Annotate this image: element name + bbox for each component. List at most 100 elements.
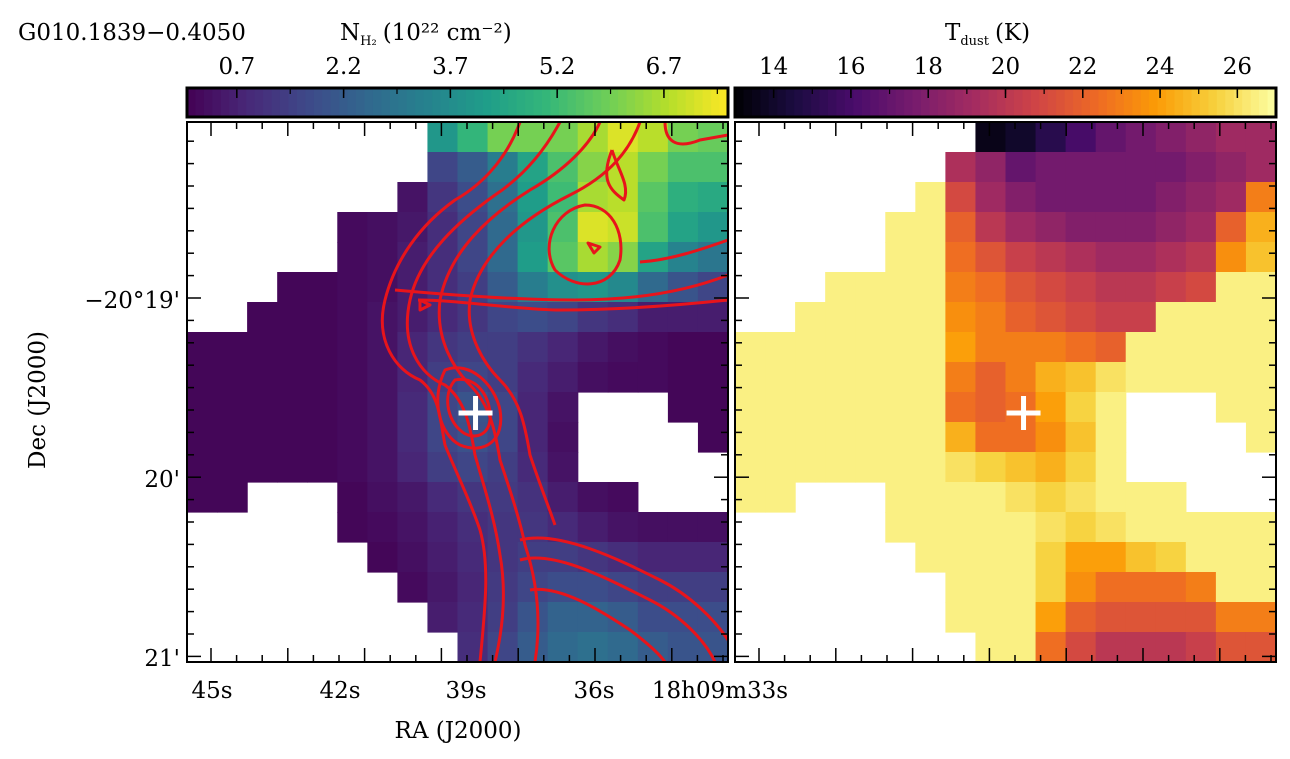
colorbar-segment bbox=[457, 88, 467, 117]
heatmap-cell bbox=[1065, 452, 1097, 483]
heatmap-cell bbox=[735, 422, 766, 453]
heatmap-cell bbox=[1005, 302, 1037, 333]
heatmap-cell bbox=[397, 572, 429, 603]
heatmap-cell bbox=[765, 332, 796, 363]
heatmap-cell bbox=[247, 422, 278, 453]
heatmap-cell bbox=[277, 332, 308, 363]
heatmap-cell bbox=[277, 392, 308, 423]
heatmap-cell bbox=[337, 302, 368, 333]
heatmap-cell bbox=[427, 482, 459, 513]
heatmap-cell bbox=[1005, 572, 1037, 603]
heatmap-cell bbox=[277, 422, 308, 453]
heatmap-cell bbox=[975, 332, 1007, 363]
colorbar-segment bbox=[347, 88, 357, 117]
heatmap-cell bbox=[637, 212, 669, 243]
heatmap-cell bbox=[945, 242, 977, 273]
x-axis-label: RA (J2000) bbox=[395, 718, 522, 744]
colorbar-segment bbox=[702, 88, 712, 117]
heatmap-cell bbox=[1125, 362, 1157, 393]
colorbar-segment bbox=[618, 88, 628, 117]
heatmap-cell bbox=[307, 422, 338, 453]
heatmap-cell bbox=[975, 632, 1007, 663]
heatmap-cell bbox=[735, 452, 766, 483]
colorbar-segment bbox=[819, 88, 829, 117]
colorbar-segment bbox=[904, 88, 914, 117]
heatmap-cell bbox=[1215, 632, 1247, 663]
colorbar-segment bbox=[711, 88, 721, 117]
heatmap-cell bbox=[945, 542, 977, 573]
heatmap-cell bbox=[975, 362, 1007, 393]
heatmap-cell bbox=[1185, 512, 1217, 543]
colorbar-segment bbox=[988, 88, 998, 117]
heatmap-cell bbox=[337, 422, 368, 453]
heatmap-cell bbox=[1095, 332, 1127, 363]
heatmap-cell bbox=[1125, 212, 1157, 243]
colorbar-segment bbox=[474, 88, 484, 117]
colorbar-segment bbox=[440, 88, 450, 117]
heatmap-cell bbox=[397, 392, 429, 423]
colorbar-segment bbox=[811, 88, 821, 117]
heatmap-cell bbox=[795, 332, 826, 363]
heatmap-cell bbox=[1215, 362, 1247, 393]
heatmap-cell bbox=[1125, 182, 1157, 213]
heatmap-cell bbox=[1065, 302, 1097, 333]
heatmap-cell bbox=[765, 482, 796, 513]
heatmap-cell bbox=[1185, 632, 1217, 663]
heatmap-cell bbox=[1065, 152, 1097, 183]
heatmap-cell bbox=[915, 392, 946, 423]
colorbar-segment bbox=[1233, 88, 1243, 117]
heatmap-cell bbox=[487, 482, 519, 513]
heatmap-cell bbox=[825, 272, 856, 303]
heatmap-cell bbox=[277, 452, 308, 483]
heatmap-cell bbox=[1215, 242, 1247, 273]
heatmap-cell bbox=[577, 512, 609, 543]
colorbar-segment bbox=[296, 88, 306, 117]
heatmap-cell bbox=[187, 422, 218, 453]
heatmap-cell bbox=[1125, 602, 1157, 633]
heatmap-cell bbox=[307, 332, 338, 363]
colorbar-segment bbox=[558, 88, 568, 117]
heatmap-cell bbox=[945, 482, 977, 513]
heatmap-cell bbox=[697, 302, 729, 333]
colorbar-segment bbox=[1259, 88, 1269, 117]
heatmap-cell bbox=[1005, 152, 1037, 183]
heatmap-cell bbox=[795, 452, 826, 483]
colorbar-tick-label: 16 bbox=[836, 54, 865, 80]
colorbar-tick-label: 26 bbox=[1223, 54, 1252, 80]
heatmap-cell bbox=[1155, 542, 1187, 573]
colorbar-segment bbox=[229, 88, 239, 117]
colorbar-segment bbox=[398, 88, 408, 117]
heatmap-cell bbox=[945, 572, 977, 603]
heatmap-cell bbox=[1095, 302, 1127, 333]
heatmap-cell bbox=[337, 272, 368, 303]
heatmap-cell bbox=[367, 512, 398, 543]
heatmap-cell bbox=[1065, 242, 1097, 273]
colorbar-segment bbox=[1098, 88, 1108, 117]
heatmap-cell bbox=[1245, 242, 1277, 273]
heatmap-cell bbox=[915, 362, 946, 393]
heatmap-cell bbox=[1185, 272, 1217, 303]
colorbar-segment bbox=[187, 88, 197, 117]
heatmap-cell bbox=[427, 122, 459, 153]
heatmap-cell bbox=[885, 272, 916, 303]
heatmap-cell bbox=[1095, 242, 1127, 273]
colorbar-segment bbox=[339, 88, 349, 117]
right-colorbar-title-units: (K) bbox=[995, 20, 1030, 46]
colorbar-segment bbox=[920, 88, 931, 117]
colorbar-segment bbox=[861, 88, 871, 117]
heatmap-cell bbox=[1215, 302, 1247, 333]
colorbar-segment bbox=[870, 88, 880, 117]
colorbar-segment bbox=[1022, 88, 1032, 117]
heatmap-cell bbox=[1035, 302, 1067, 333]
heatmap-cell bbox=[1035, 572, 1067, 603]
contour-line bbox=[663, 121, 729, 146]
heatmap-cell bbox=[1155, 512, 1187, 543]
colorbar-segment bbox=[853, 88, 863, 117]
heatmap-cell bbox=[1185, 572, 1217, 603]
heatmap-cell bbox=[1035, 452, 1067, 483]
colorbar-segment bbox=[491, 88, 501, 117]
heatmap-cell bbox=[1065, 422, 1097, 453]
heatmap-cell bbox=[547, 362, 579, 393]
heatmap-cell bbox=[1125, 272, 1157, 303]
heatmap-cell bbox=[1245, 122, 1277, 153]
